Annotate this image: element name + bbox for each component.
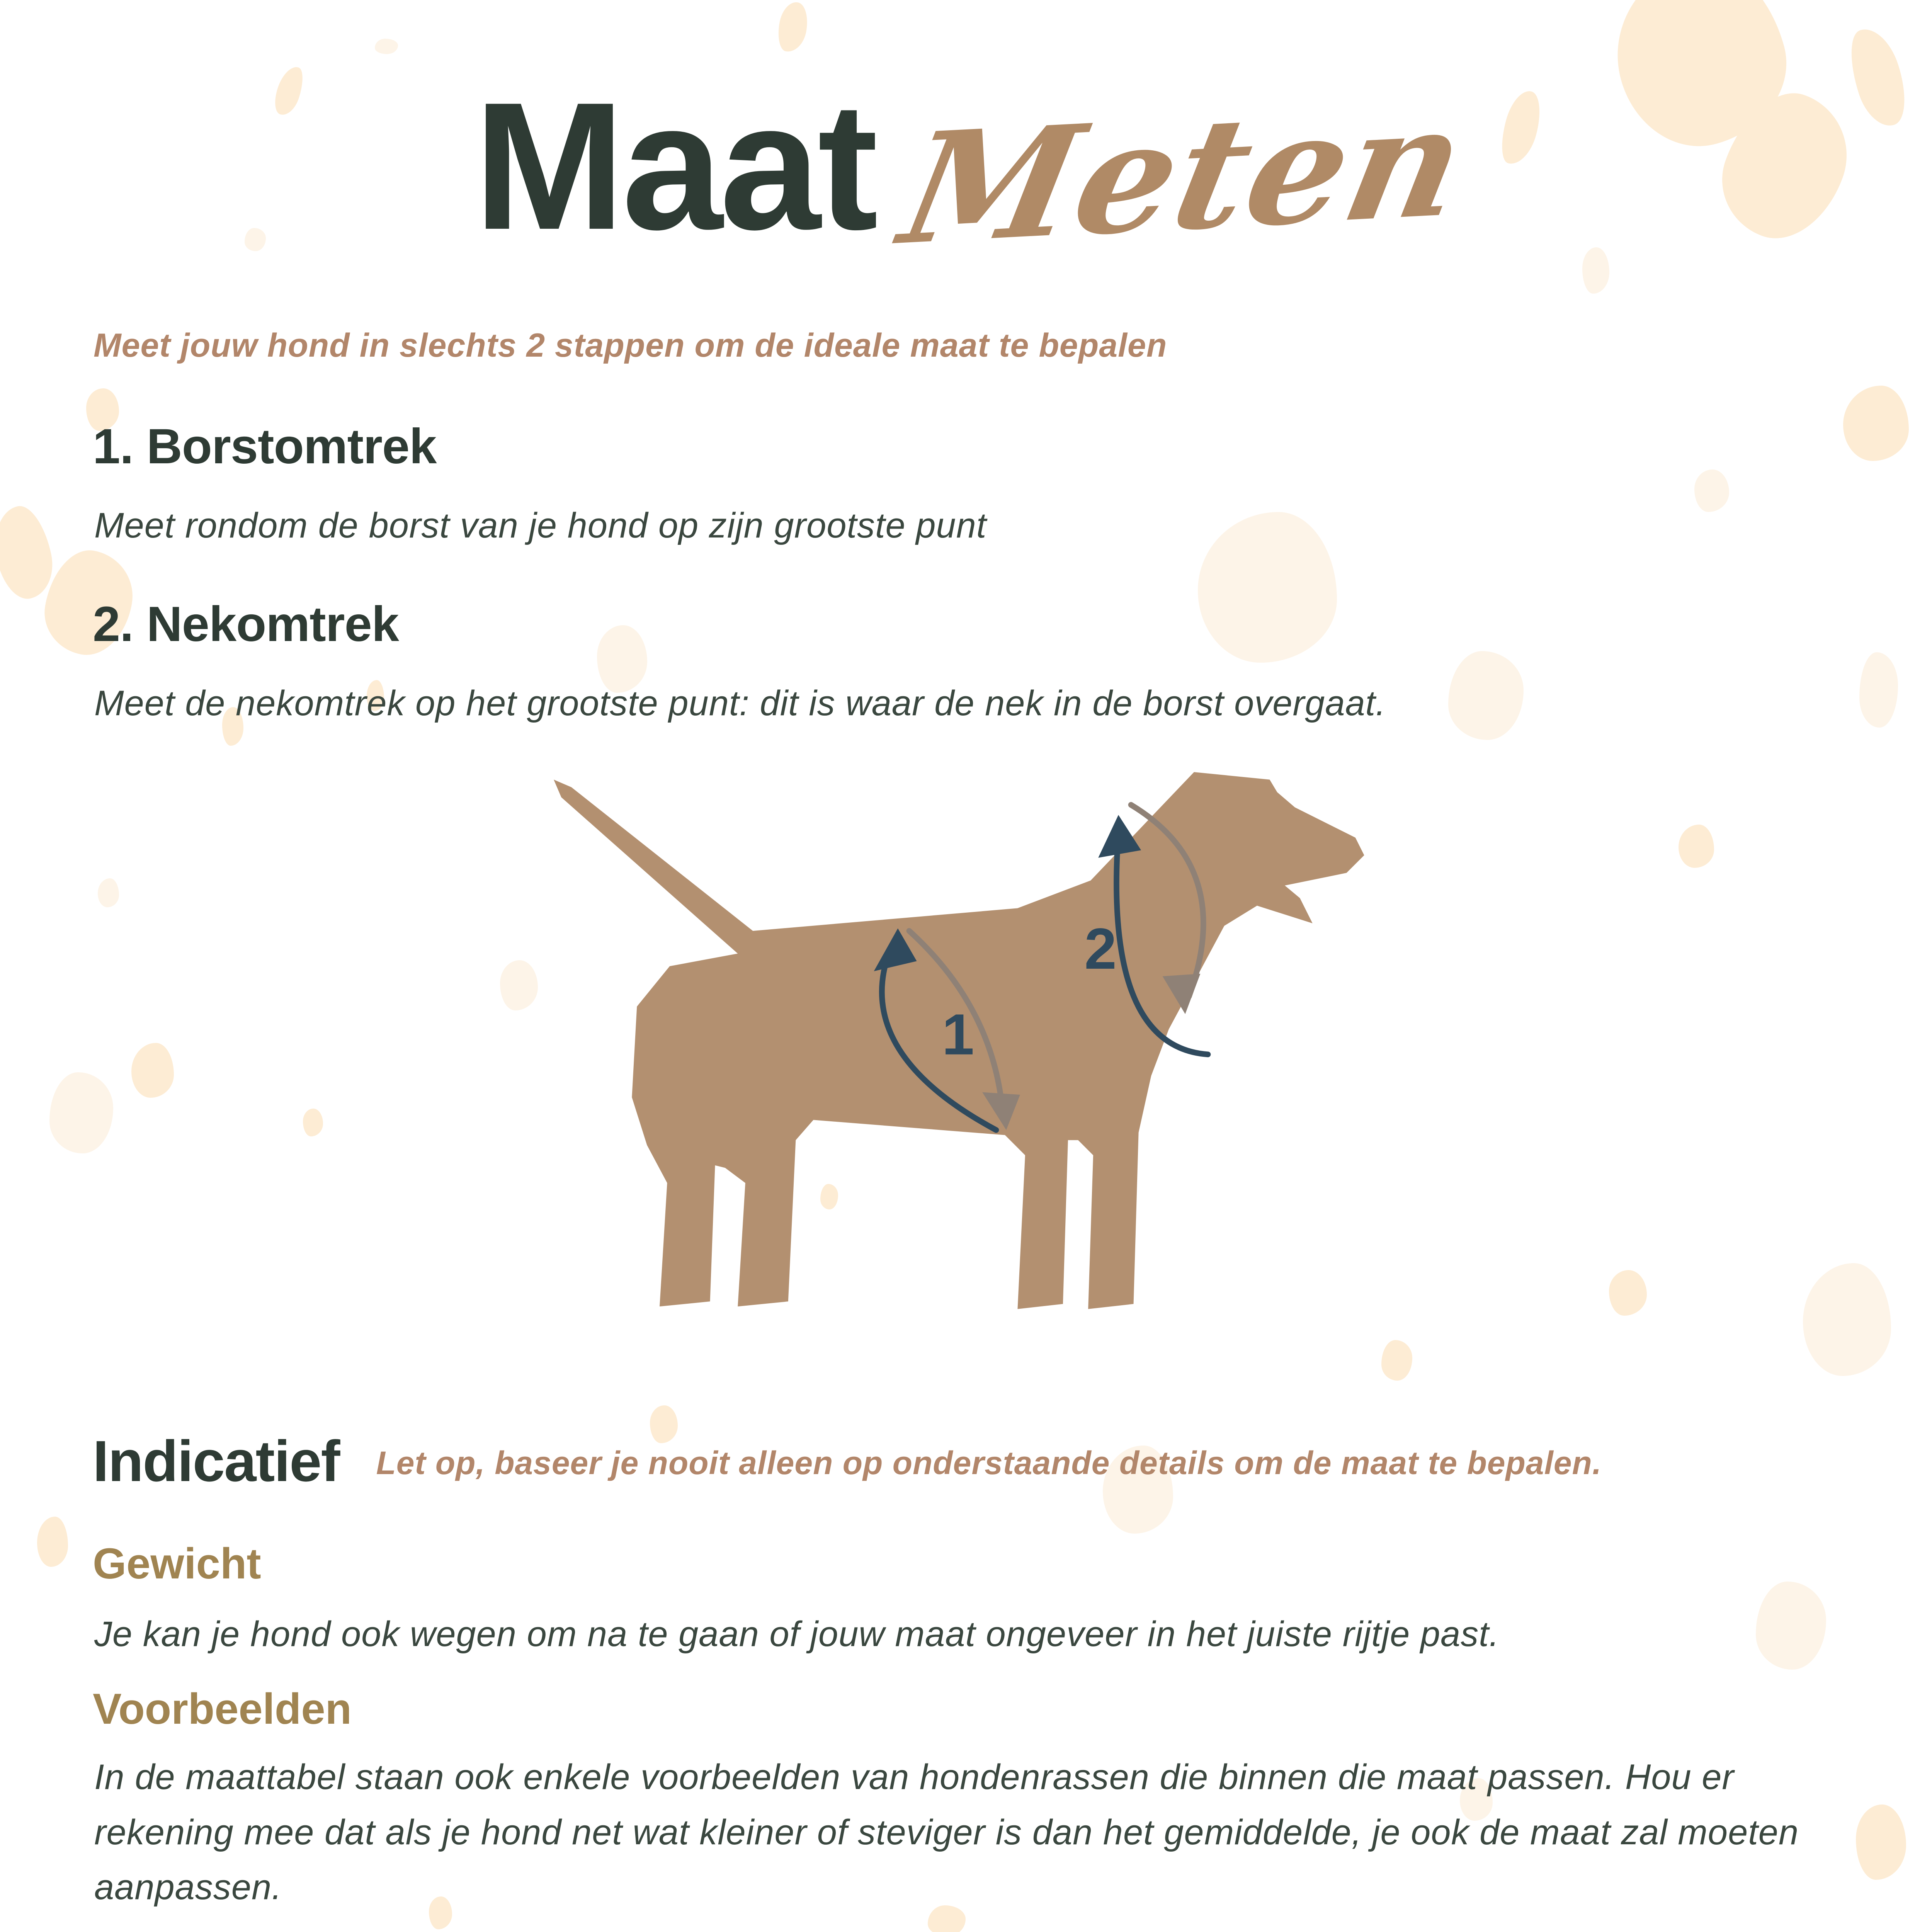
intro-line: Meet jouw hond in slechts 2 stappen om d… <box>94 327 1167 364</box>
chest-arrow-down-head <box>982 1092 1020 1130</box>
splatter-blob <box>49 1072 113 1153</box>
chest-arrow-gray-arc <box>906 928 1005 1113</box>
splatter-blob <box>375 39 398 54</box>
splatter-blob <box>1694 469 1729 512</box>
neck-arrow-up-head <box>1098 815 1141 858</box>
splatter-blob <box>97 878 119 907</box>
splatter-blob <box>1859 652 1898 728</box>
indicative-heading: Indicatief <box>93 1429 340 1493</box>
neck-arrow-gray-arc <box>1128 802 1206 1000</box>
page-title-main: Maat <box>473 65 878 267</box>
indicative-note: Let op, baseer je nooit alleen op onders… <box>376 1445 1602 1481</box>
dog-illustration: 1 2 <box>554 772 1364 1309</box>
chest-measure-label: 1 <box>942 1002 974 1067</box>
indicative-header-row: Indicatief Let op, baseer je nooit alleen… <box>93 1428 1602 1495</box>
splatter-blob <box>1381 1340 1412 1381</box>
splatter-blob <box>131 1043 174 1098</box>
chest-arrow-dark-arc <box>879 943 999 1133</box>
page-title-script: Meten <box>889 71 1480 279</box>
splatter-blob <box>1756 1582 1826 1670</box>
step-1-heading: 1. Borstomtrek <box>93 419 437 474</box>
splatter-blob <box>1448 651 1524 740</box>
splatter-blob <box>37 1517 68 1567</box>
step-2-heading: 2. Nekomtrek <box>93 597 399 652</box>
neck-arrow-dark-arc <box>1114 830 1211 1058</box>
splatter-blob <box>775 0 811 54</box>
page-title: MaatMeten <box>0 62 1932 279</box>
chest-arrow-up-head <box>874 928 917 971</box>
splatter-blob <box>1843 385 1909 461</box>
weight-text: Je kan je hond ook wegen om na te gaan o… <box>94 1614 1500 1654</box>
dog-measurement-diagram: 1 2 <box>549 767 1809 1334</box>
neck-arrow-down-head <box>1162 974 1201 1014</box>
splatter-blob <box>303 1109 323 1136</box>
splatter-blob <box>597 625 647 693</box>
examples-text: In de maattabel staan ook enkele voorbee… <box>94 1757 1799 1907</box>
neck-measure-label: 2 <box>1084 916 1116 981</box>
splatter-blob <box>0 502 60 604</box>
weight-heading: Gewicht <box>93 1539 261 1588</box>
splatter-blob <box>1198 512 1337 663</box>
dog-silhouette <box>554 772 1364 1309</box>
examples-heading: Voorbeelden <box>93 1685 352 1733</box>
splatter-blob <box>500 960 538 1010</box>
splatter-blob <box>1803 1263 1891 1376</box>
step-2-description: Meet de nekomtrek op het grootste punt: … <box>94 684 1386 723</box>
step-1-description: Meet rondom de borst van je hond op zijn… <box>94 506 987 545</box>
